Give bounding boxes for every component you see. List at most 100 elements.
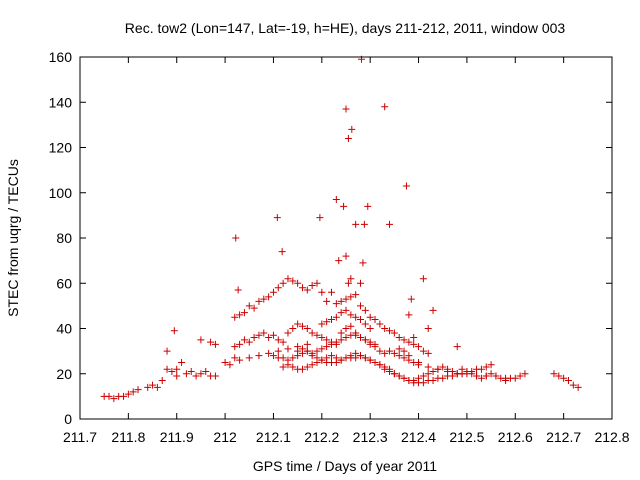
data-point [250, 334, 258, 342]
x-tick-label: 212.8 [594, 429, 629, 445]
data-points [100, 55, 582, 403]
data-point [221, 358, 229, 366]
data-point [255, 331, 263, 339]
data-point [335, 257, 343, 265]
data-point [376, 361, 384, 369]
x-tick-label: 212.7 [546, 429, 581, 445]
data-point [340, 202, 348, 210]
data-point [381, 363, 389, 371]
data-point [352, 291, 360, 299]
data-point [463, 370, 471, 378]
data-point [357, 279, 365, 287]
x-tick-label: 212.2 [304, 429, 339, 445]
data-point [342, 306, 350, 314]
data-point [395, 352, 403, 360]
data-point [274, 284, 282, 292]
data-point [284, 361, 292, 369]
data-point [245, 338, 253, 346]
data-point [371, 315, 379, 323]
data-point [361, 306, 369, 314]
data-point [405, 311, 413, 319]
x-tick-label: 212 [213, 429, 237, 445]
data-point [279, 354, 287, 362]
data-point [323, 336, 331, 344]
data-point [429, 367, 437, 375]
data-point [366, 338, 374, 346]
data-point [323, 318, 331, 326]
data-point [357, 315, 365, 323]
data-point [487, 361, 495, 369]
y-tick-label: 80 [56, 230, 72, 246]
y-tick-label: 60 [56, 275, 72, 291]
data-point [269, 288, 277, 296]
data-point [274, 336, 282, 344]
data-point [424, 370, 432, 378]
data-point [342, 325, 350, 332]
data-point [364, 202, 372, 210]
data-point [405, 338, 413, 346]
data-point [419, 275, 427, 283]
axes: 211.7 211.8 211.9 212 212.1 212.2 212.3 212.4 21… [49, 49, 630, 445]
data-point [390, 349, 398, 357]
data-point [347, 352, 355, 360]
data-point [202, 367, 210, 375]
data-point [439, 374, 447, 382]
plot-frame [79, 56, 613, 420]
data-point [313, 347, 321, 355]
data-point [361, 354, 369, 362]
data-point [376, 347, 384, 355]
data-point [240, 309, 248, 317]
data-point [197, 370, 205, 378]
data-point [153, 383, 161, 391]
data-point [105, 392, 113, 400]
data-point [308, 361, 316, 369]
data-point [303, 286, 311, 294]
data-point [352, 329, 360, 337]
data-point [265, 334, 273, 342]
data-point [511, 374, 519, 382]
data-point [110, 395, 118, 403]
y-tick-label: 40 [56, 321, 72, 337]
data-point [298, 365, 306, 373]
y-tick-label: 160 [49, 49, 73, 65]
data-point [477, 374, 485, 382]
data-point [178, 358, 186, 366]
data-point [342, 105, 350, 113]
data-point [303, 340, 311, 348]
data-point [124, 390, 132, 398]
data-point [323, 297, 331, 305]
data-point [294, 320, 302, 328]
data-point [236, 340, 244, 348]
data-point [381, 103, 389, 111]
data-point [359, 259, 367, 267]
data-point [569, 381, 577, 389]
data-point [332, 300, 340, 308]
data-point [269, 331, 277, 339]
data-point [308, 282, 316, 290]
data-point [419, 379, 427, 387]
data-point [197, 336, 205, 344]
data-point [352, 313, 360, 321]
data-point [424, 363, 432, 371]
data-point [386, 220, 394, 228]
data-point [371, 340, 379, 348]
data-point [236, 356, 244, 364]
data-point [347, 311, 355, 319]
data-point [448, 372, 456, 380]
data-point [236, 311, 244, 319]
data-point [337, 336, 345, 344]
x-tick-label: 212.5 [449, 429, 484, 445]
data-point [327, 288, 335, 296]
data-point [318, 356, 326, 364]
data-point [231, 343, 239, 351]
data-point [342, 334, 350, 342]
data-point [255, 352, 263, 360]
data-point [410, 334, 418, 342]
data-point [298, 322, 306, 330]
data-point [405, 352, 413, 360]
data-point [342, 252, 350, 260]
data-point [560, 374, 568, 382]
data-point [337, 356, 345, 364]
data-point [120, 392, 128, 400]
data-point [226, 361, 234, 369]
